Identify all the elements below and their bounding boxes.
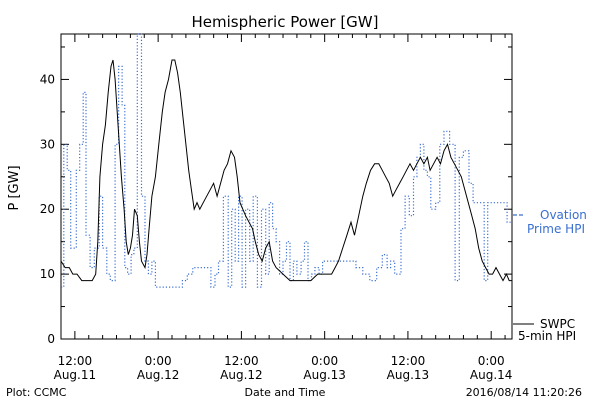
plot-timestamp: 2016/08/14 11:20:26 (466, 386, 582, 399)
legend-swpc-line2: 5-min HPI (518, 329, 576, 343)
y-tick-label: 40 (40, 72, 55, 86)
series-ovation-prime-line (61, 33, 512, 288)
x-tick-time-label: 0:00 (478, 354, 505, 368)
x-tick-time-label: 12:00 (224, 354, 259, 368)
y-tick-label: 10 (40, 267, 55, 281)
x-axis-label: Date and Time (245, 386, 326, 399)
x-tick-time-label: 12:00 (58, 354, 93, 368)
y-tick-label: 30 (40, 137, 55, 151)
x-tick-time-label: 0:00 (311, 354, 338, 368)
y-axis-label: P [GW] (7, 165, 22, 210)
legend-swpc: SWPC 5-min HPI (513, 317, 576, 343)
x-tick-date-label: Aug.11 (54, 368, 97, 382)
y-axis-ticks: 0 10 20 30 40 (40, 46, 512, 346)
x-tick-date-label: Aug.13 (303, 368, 346, 382)
legend-ovation-line1: Ovation (540, 208, 587, 222)
x-tick-date-label: Aug.14 (470, 368, 513, 382)
x-axis-ticks: 12:00Aug.110:00Aug.1212:00Aug.120:00Aug.… (54, 34, 513, 382)
legend-ovation-line2: Prime HPI (527, 222, 585, 236)
plot-credit: Plot: CCMC (6, 386, 67, 399)
plot-frame (60, 33, 513, 340)
y-tick-label: 0 (47, 332, 55, 346)
x-tick-date-label: Aug.12 (137, 368, 180, 382)
x-tick-date-label: Aug.13 (387, 368, 430, 382)
series-swpc-line (60, 59, 512, 282)
y-tick-label: 20 (40, 202, 55, 216)
legend-swpc-line1: SWPC (540, 317, 575, 331)
chart-title: Hemispheric Power [GW] (192, 13, 379, 31)
legend-ovation: Ovation Prime HPI (513, 208, 587, 236)
x-tick-date-label: Aug.12 (220, 368, 263, 382)
x-tick-time-label: 12:00 (391, 354, 426, 368)
series-layer (60, 33, 512, 288)
x-tick-time-label: 0:00 (145, 354, 172, 368)
